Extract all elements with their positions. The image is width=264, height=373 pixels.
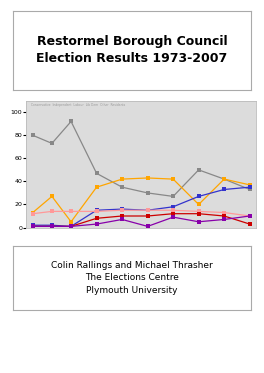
Text: Restormel Borough Council
Election Results 1973-2007: Restormel Borough Council Election Resul… — [36, 35, 228, 65]
Text: Colin Rallings and Michael Thrasher
The Elections Centre
Plymouth University: Colin Rallings and Michael Thrasher The … — [51, 261, 213, 295]
Text: Conservative  Independent  Labour  Lib Dem  Other  Residents: Conservative Independent Labour Lib Dem … — [31, 103, 125, 107]
